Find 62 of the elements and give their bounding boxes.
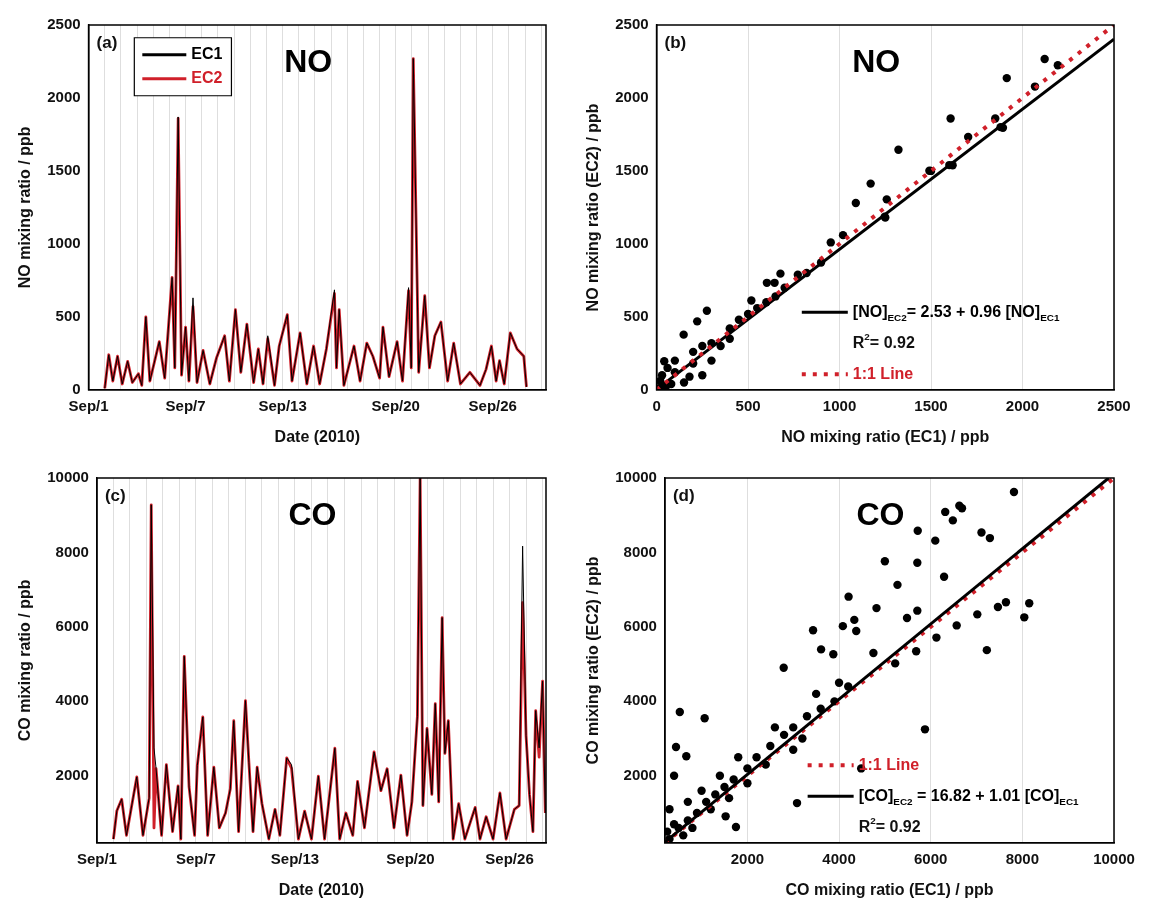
y-tick-label: 1500 [47, 161, 81, 179]
x-tick-label: Sep/20 [371, 396, 420, 414]
y-tick-label: 8000 [623, 542, 657, 560]
y-tick-label: 0 [640, 379, 649, 397]
annotation: (b) [664, 32, 687, 52]
x-tick-label: 4000 [822, 849, 856, 867]
annotation: (d) [672, 485, 695, 505]
y-tick-label: 500 [55, 306, 81, 324]
legend-label: 1:1 Line [858, 755, 920, 773]
x-tick-label: 2500 [1097, 396, 1131, 414]
annotation: NO [852, 43, 901, 80]
y-tick-label: 2000 [615, 88, 649, 106]
annotation: (a) [96, 32, 118, 52]
x-tick-label: 6000 [914, 849, 948, 867]
x-tick-label: 1500 [914, 396, 948, 414]
x-tick-label: Sep/7 [165, 396, 206, 414]
y-tick-label: 2500 [615, 15, 649, 33]
y-tick-label: 4000 [55, 691, 89, 709]
y-tick-label: 1500 [615, 161, 649, 179]
x-tick-label: Sep/20 [386, 849, 435, 867]
x-axis-title: NO mixing ratio (EC1) / ppb [781, 427, 990, 445]
y-tick-label: 500 [623, 306, 649, 324]
annotation: NO [284, 43, 333, 80]
y-axis-title: NO mixing ratio (EC2) / ppb [584, 103, 602, 312]
x-tick-label: Sep/26 [485, 849, 534, 867]
y-tick-label: 2000 [623, 765, 657, 783]
x-axis-title: CO mixing ratio (EC1) / ppb [785, 880, 994, 898]
y-axis-title: CO mixing ratio / ppb [16, 579, 34, 742]
x-tick-label: 1000 [822, 396, 857, 414]
y-tick-label: 6000 [55, 617, 89, 635]
y-tick-label: 2000 [47, 88, 81, 106]
x-tick-label: 10000 [1093, 849, 1135, 867]
x-tick-label: Sep/13 [270, 849, 320, 867]
y-tick-label: 10000 [615, 468, 657, 486]
annotation: (c) [104, 485, 126, 505]
annotation: CO [288, 496, 337, 533]
x-tick-label: Sep/7 [175, 849, 216, 867]
annotation: CO [856, 496, 905, 533]
y-tick-label: 2000 [55, 765, 89, 783]
legend-label: EC2 [191, 69, 223, 87]
x-tick-label: 500 [735, 396, 761, 414]
y-tick-label: 2500 [47, 15, 81, 33]
y-tick-label: 10000 [47, 468, 89, 486]
y-axis-title: CO mixing ratio (EC2) / ppb [584, 556, 602, 765]
x-tick-label: Sep/13 [258, 396, 307, 414]
y-tick-label: 0 [72, 379, 81, 397]
y-tick-label: 1000 [47, 234, 81, 252]
x-tick-label: 2000 [1005, 396, 1040, 414]
x-tick-label: Sep/26 [468, 396, 517, 414]
legend-label: 1:1 Line [852, 364, 914, 382]
y-tick-label: 6000 [623, 617, 657, 635]
x-axis-title: Date (2010) [278, 880, 365, 898]
x-axis-title: Date (2010) [274, 427, 360, 445]
y-tick-label: 8000 [55, 542, 89, 560]
y-tick-label: 4000 [623, 691, 657, 709]
legend-label: EC1 [191, 45, 223, 63]
y-tick-label: 1000 [615, 234, 649, 252]
x-tick-label: 8000 [1005, 849, 1040, 867]
x-tick-label: 2000 [730, 849, 765, 867]
x-tick-label: Sep/1 [68, 396, 109, 414]
y-axis-title: NO mixing ratio / ppb [16, 126, 34, 289]
x-tick-label: Sep/1 [76, 849, 117, 867]
